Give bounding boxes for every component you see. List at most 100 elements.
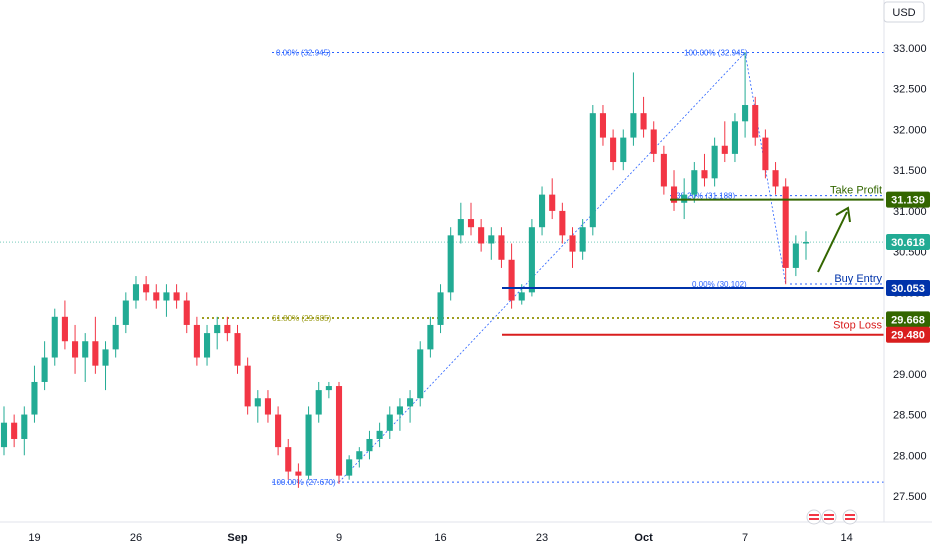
candle-body — [346, 459, 353, 476]
candle — [366, 430, 373, 460]
price-tag-label: 30.618 — [891, 237, 925, 249]
candle — [82, 333, 89, 382]
candle — [72, 324, 79, 374]
candle-body — [447, 235, 454, 293]
candle-body — [488, 235, 495, 244]
candle — [21, 406, 28, 456]
price-tag — [886, 311, 930, 328]
candle — [630, 72, 637, 146]
x-tick-label: 7 — [742, 532, 748, 544]
candle — [610, 129, 617, 171]
candle — [51, 308, 58, 366]
candle — [802, 231, 810, 260]
candle — [335, 381, 343, 484]
candle-body — [163, 292, 170, 301]
candle-body — [376, 430, 383, 439]
x-tick-label: 19 — [28, 532, 40, 544]
candle-body — [214, 324, 221, 334]
candle — [325, 381, 332, 399]
event-flags[interactable] — [806, 509, 858, 525]
candle-body — [335, 386, 343, 476]
candle — [721, 121, 728, 163]
candle-body — [792, 243, 799, 268]
candle — [711, 137, 718, 187]
fib-label: 0.00% (32.945) — [276, 48, 331, 57]
candle-body — [528, 227, 535, 293]
candle-body — [356, 451, 363, 460]
candle — [498, 227, 505, 268]
candle-body — [102, 349, 109, 366]
candle-body — [539, 194, 546, 228]
candle-body — [589, 113, 596, 228]
candle — [102, 341, 109, 391]
y-tick-label: 27.500 — [893, 491, 927, 503]
price-tag-label: 29.480 — [891, 330, 925, 342]
candle — [153, 284, 160, 309]
candle-body — [21, 414, 28, 439]
candle — [386, 406, 393, 439]
candle — [447, 227, 454, 301]
candle — [112, 316, 119, 358]
x-tick-label: Oct — [634, 532, 653, 544]
fib-label: 100.00% (32.945) — [684, 48, 748, 57]
candle — [467, 202, 475, 236]
candle — [792, 235, 799, 277]
candle-body — [640, 113, 647, 130]
candle — [122, 292, 129, 334]
x-tick-label: 9 — [336, 532, 342, 544]
candle-body — [701, 170, 708, 179]
candle — [762, 129, 769, 179]
candle-body — [721, 145, 728, 154]
candle-body — [143, 284, 150, 293]
candle — [356, 447, 363, 468]
candle — [92, 316, 99, 374]
trade-level-label: Stop Loss — [833, 320, 882, 332]
candle-body — [366, 438, 373, 452]
candle — [41, 341, 48, 391]
candle-body — [731, 121, 738, 154]
candle-body — [630, 113, 637, 138]
candle-body — [417, 349, 424, 399]
x-tick-label: Sep — [227, 532, 247, 544]
candle — [264, 390, 271, 423]
candle-body — [772, 170, 779, 187]
candle — [457, 202, 464, 244]
us-flag-icon[interactable] — [842, 509, 858, 525]
candle-body — [31, 381, 38, 415]
candle — [599, 105, 607, 146]
x-axis: 19 26 Sep 9 16 23 Oct 7 14 — [0, 521, 932, 544]
candle — [569, 227, 576, 268]
candle-body — [234, 333, 241, 366]
candle-body — [386, 414, 393, 431]
candle-body — [691, 170, 698, 195]
candle — [183, 292, 190, 334]
currency-badge[interactable]: USD — [883, 1, 925, 23]
candle — [589, 105, 596, 236]
fib-retracement-lines: 0.00% (32.945) 100.00% (27.670) 61.80% (29… — [0, 48, 884, 487]
candle — [295, 463, 302, 488]
candle — [396, 398, 403, 431]
fib-label: 100.00% (27.670) — [272, 478, 336, 487]
candle-body — [295, 471, 302, 476]
candle — [731, 113, 738, 163]
candle-body — [51, 316, 58, 358]
candle — [224, 316, 231, 342]
candle-body — [518, 292, 525, 301]
us-flag-icon[interactable] — [806, 509, 822, 525]
candle-body — [153, 292, 160, 301]
candle-body — [122, 300, 129, 325]
candle — [376, 422, 383, 448]
candle-body — [802, 242, 810, 244]
candle — [559, 202, 566, 244]
fib-label: 38.20% (31.188) — [676, 192, 735, 201]
candle-body — [650, 129, 657, 154]
candle — [254, 390, 261, 423]
candle-body — [305, 414, 312, 476]
candle — [478, 219, 485, 252]
candle-body — [670, 186, 678, 203]
us-flag-icon[interactable] — [821, 509, 837, 525]
arrow-shaft — [817, 211, 848, 273]
x-tick-label: 23 — [536, 532, 548, 544]
price-tag — [886, 280, 930, 297]
